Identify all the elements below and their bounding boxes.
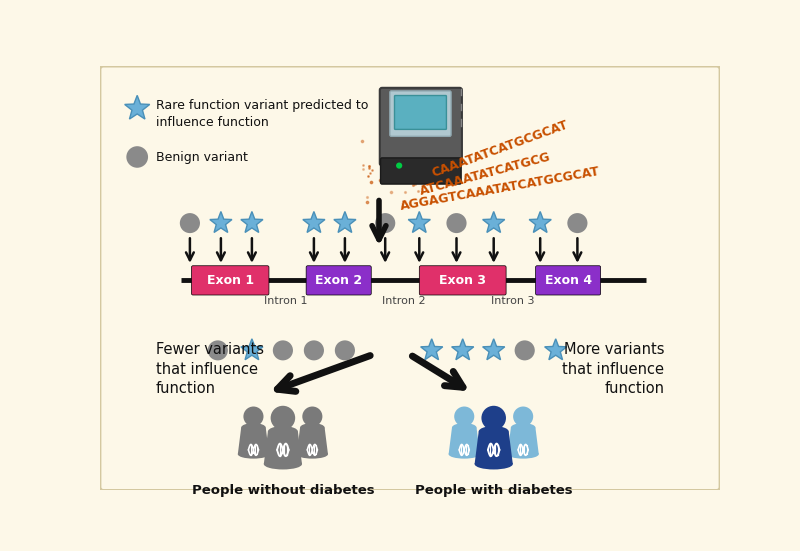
Ellipse shape (297, 450, 328, 458)
FancyBboxPatch shape (380, 88, 462, 166)
Circle shape (514, 341, 534, 360)
Polygon shape (241, 212, 263, 233)
Ellipse shape (268, 426, 298, 437)
Circle shape (335, 341, 355, 360)
Polygon shape (125, 95, 150, 119)
Circle shape (446, 213, 466, 233)
Circle shape (375, 213, 395, 233)
Circle shape (208, 341, 228, 360)
Text: Rare function variant predicted to
influence function: Rare function variant predicted to influ… (156, 99, 368, 129)
Text: Fewer variants
that influence
function: Fewer variants that influence function (156, 342, 264, 397)
Polygon shape (241, 339, 263, 360)
Ellipse shape (264, 458, 302, 469)
Polygon shape (449, 428, 480, 454)
FancyBboxPatch shape (381, 158, 461, 184)
FancyBboxPatch shape (394, 95, 446, 129)
Text: Benign variant: Benign variant (156, 151, 248, 164)
FancyBboxPatch shape (191, 266, 269, 295)
Text: Exon 2: Exon 2 (315, 274, 362, 287)
Text: CAAATATCATGCGCAT: CAAATATCATGCGCAT (430, 118, 570, 180)
Text: Exon 1: Exon 1 (206, 274, 254, 287)
FancyBboxPatch shape (535, 266, 601, 295)
Circle shape (482, 406, 506, 430)
Circle shape (180, 213, 200, 233)
Circle shape (273, 341, 293, 360)
Circle shape (513, 407, 533, 426)
Polygon shape (334, 212, 356, 233)
FancyBboxPatch shape (306, 266, 371, 295)
Ellipse shape (238, 450, 269, 458)
Text: People with diabetes: People with diabetes (415, 484, 573, 497)
Polygon shape (482, 212, 505, 233)
Polygon shape (529, 212, 551, 233)
Ellipse shape (241, 423, 266, 432)
Polygon shape (297, 428, 328, 454)
FancyBboxPatch shape (390, 91, 451, 136)
Ellipse shape (300, 423, 325, 432)
Ellipse shape (478, 426, 509, 437)
Polygon shape (474, 431, 513, 464)
Ellipse shape (511, 423, 535, 432)
Circle shape (270, 406, 295, 430)
FancyBboxPatch shape (100, 66, 720, 490)
Polygon shape (264, 431, 302, 464)
Text: AGGAGTCAAATATCATGCGCAT: AGGAGTCAAATATCATGCGCAT (399, 165, 601, 213)
Polygon shape (210, 212, 232, 233)
Text: People without diabetes: People without diabetes (191, 484, 374, 497)
Circle shape (243, 407, 263, 426)
Polygon shape (238, 428, 269, 454)
Polygon shape (507, 428, 538, 454)
Polygon shape (545, 339, 566, 360)
Polygon shape (482, 339, 505, 360)
Ellipse shape (474, 458, 513, 469)
Circle shape (396, 163, 402, 169)
Ellipse shape (507, 450, 538, 458)
Text: Exon 3: Exon 3 (439, 274, 486, 287)
Polygon shape (408, 212, 430, 233)
Text: More variants
that influence
function: More variants that influence function (562, 342, 664, 397)
Ellipse shape (449, 450, 480, 458)
Text: Intron 3: Intron 3 (490, 296, 534, 306)
Circle shape (302, 407, 322, 426)
Text: Exon 4: Exon 4 (545, 274, 592, 287)
Circle shape (304, 341, 324, 360)
Circle shape (126, 146, 148, 168)
Polygon shape (303, 212, 325, 233)
Text: Intron 2: Intron 2 (382, 296, 426, 306)
Text: ATCAAATATCATGCG: ATCAAATATCATGCG (418, 150, 553, 198)
FancyBboxPatch shape (419, 266, 506, 295)
Text: Intron 1: Intron 1 (264, 296, 308, 306)
Polygon shape (452, 339, 474, 360)
Circle shape (567, 213, 587, 233)
Ellipse shape (452, 423, 477, 432)
Circle shape (454, 407, 474, 426)
Polygon shape (421, 339, 442, 360)
